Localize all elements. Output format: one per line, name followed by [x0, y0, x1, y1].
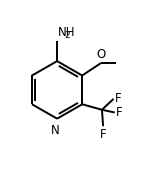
Text: F: F — [115, 92, 121, 105]
Text: 2: 2 — [64, 31, 70, 40]
Text: O: O — [96, 48, 105, 61]
Text: F: F — [116, 106, 123, 119]
Text: F: F — [100, 128, 106, 141]
Text: N: N — [51, 124, 60, 137]
Text: NH: NH — [58, 26, 76, 39]
